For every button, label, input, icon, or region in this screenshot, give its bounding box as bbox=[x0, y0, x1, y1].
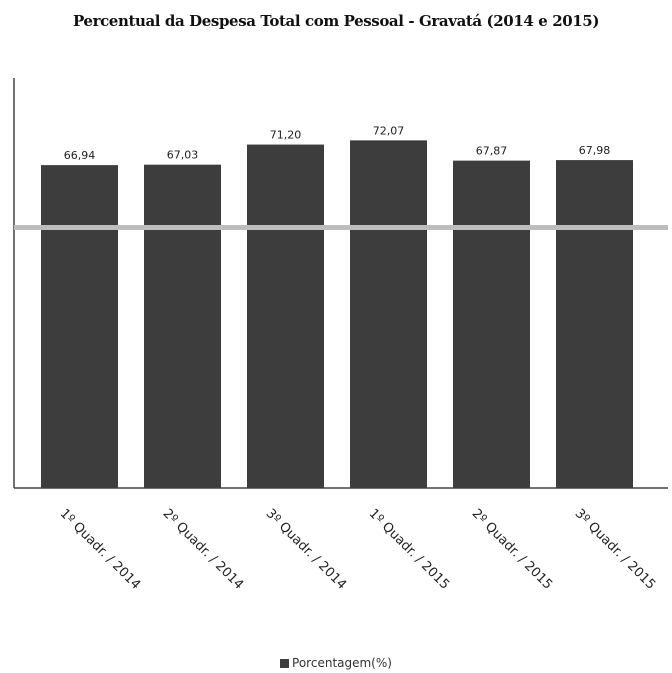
bar-value-label: 71,20 bbox=[270, 129, 302, 142]
chart-title: Percentual da Despesa Total com Pessoal … bbox=[72, 12, 600, 30]
bar-2 bbox=[144, 164, 221, 488]
bar-value-label: 67,87 bbox=[476, 145, 508, 158]
x-tick-label: 2º Quadr. / 2015 bbox=[469, 506, 555, 592]
legend-label: Porcentagem(%) bbox=[292, 656, 392, 670]
bar-value-label: 66,94 bbox=[64, 149, 96, 162]
legend-swatch bbox=[280, 659, 290, 668]
legend: Porcentagem(%) bbox=[0, 656, 672, 670]
bar-value-label: 67,98 bbox=[579, 144, 611, 157]
bar-5 bbox=[453, 160, 530, 488]
x-tick-label: 1º Quadr. / 2014 bbox=[57, 506, 143, 592]
bar-value-label: 67,03 bbox=[167, 149, 199, 162]
x-tick-label: 1º Quadr. / 2015 bbox=[366, 506, 452, 592]
bar-6 bbox=[556, 160, 633, 488]
bar-4 bbox=[350, 140, 427, 489]
x-tick-label: 2º Quadr. / 2014 bbox=[160, 506, 246, 592]
bar-3 bbox=[247, 144, 324, 489]
x-tick-label: 3º Quadr. / 2014 bbox=[263, 506, 349, 592]
bar-value-label: 72,07 bbox=[373, 124, 405, 137]
bar-1 bbox=[41, 165, 118, 488]
x-tick-label: 3º Quadr. / 2015 bbox=[572, 506, 658, 592]
bars-layer bbox=[41, 140, 633, 489]
